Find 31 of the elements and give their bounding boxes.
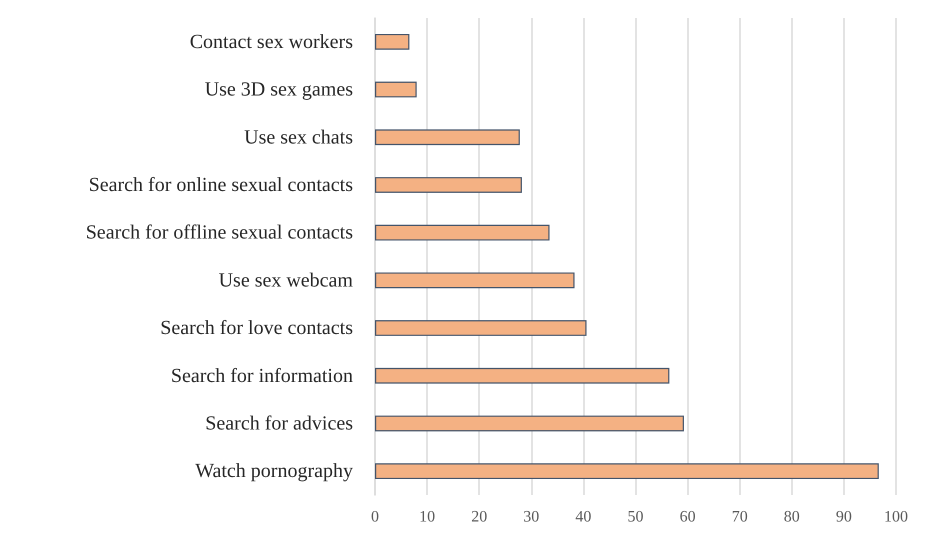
x-tick-label: 10: [419, 508, 436, 526]
x-tick-label: 50: [628, 508, 644, 526]
y-tick-label: Search for information: [170, 364, 353, 387]
x-tick-label: 70: [732, 508, 748, 526]
bar: [375, 368, 670, 384]
x-tick-label: 40: [575, 508, 592, 526]
bar: [375, 463, 879, 480]
bar: [375, 224, 550, 241]
bar: [375, 177, 522, 193]
x-tick-label: 80: [784, 508, 800, 526]
y-tick-label: Use 3D sex games: [204, 78, 354, 101]
x-tick-label: 20: [471, 508, 488, 526]
bar: [375, 34, 410, 50]
y-tick-label: Use sex webcam: [218, 269, 354, 292]
x-tick-label: 60: [680, 508, 696, 526]
y-tick-label: Contact sex workers: [190, 30, 354, 53]
x-tick-label: 90: [836, 508, 852, 526]
x-tick-label: 0: [371, 508, 379, 526]
bar: [375, 272, 575, 288]
bar: [375, 416, 684, 432]
bar: [375, 320, 587, 336]
y-tick-label: Search for advices: [205, 412, 354, 434]
y-tick-label: Watch pornography: [195, 460, 353, 482]
x-tick-label: 100: [884, 508, 908, 526]
y-tick-label: Search for online sexual contacts: [88, 174, 354, 196]
y-tick-label: Use sex chats: [244, 126, 354, 148]
x-tick-label: 30: [523, 508, 540, 526]
bar: [375, 129, 520, 146]
y-tick-label: Search for offline sexual contacts: [86, 222, 354, 244]
y-tick-label: Search for love contacts: [160, 317, 354, 340]
bar: [375, 82, 417, 98]
